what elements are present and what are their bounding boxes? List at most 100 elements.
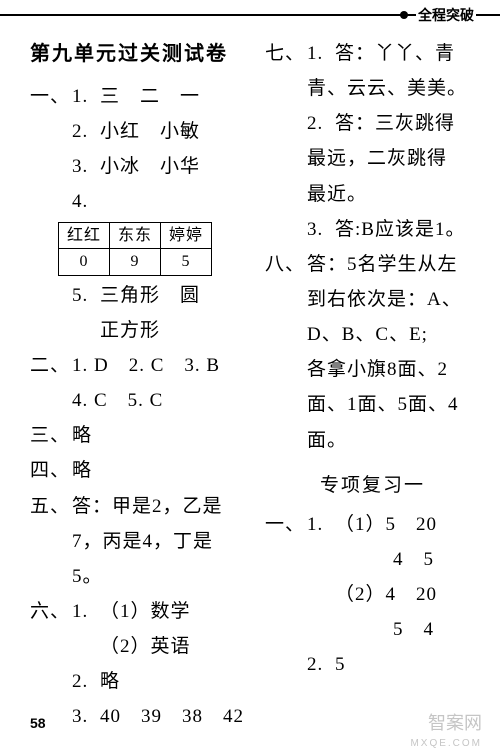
item-text: 5 4 (393, 612, 480, 647)
sec-6-item-3: 3. 40 39 38 42 (30, 699, 255, 734)
item-num: 1. (307, 36, 335, 71)
left-column: 第九单元过关测试卷 一、 1. 三 二 一 2. 小红 小敏 3. 小冰 小华 … (30, 36, 255, 735)
sec-5-label: 五、 (30, 489, 72, 524)
item-text: 4 5 (393, 542, 480, 577)
item-text: 答：丫丫、青 (335, 36, 480, 71)
rev-1-item-1b: 4 5 (265, 542, 480, 577)
header-dot (400, 11, 408, 19)
sec-8-label: 八、 (265, 247, 307, 282)
item-text: （2）英语 (100, 629, 255, 664)
table-cell: 9 (110, 249, 161, 276)
sec-5-line-2: 7，丙是4，丁是 (30, 524, 255, 559)
item-text: 各拿小旗8面、2 (307, 352, 480, 387)
sec-6-item-1a: 六、 1. （1）数学 (30, 594, 255, 629)
item-num: 2. (307, 647, 335, 682)
item-text: 5。 (72, 559, 255, 594)
item-text: 三角形 圆 (100, 278, 255, 313)
item-text: 到右依次是：A、 (307, 282, 480, 317)
sec-4: 四、 略 (30, 453, 255, 488)
item-text: 5 (335, 647, 480, 682)
table-row: 红红 东东 婷婷 (59, 222, 212, 249)
sec-1-item-5b: 正方形 (30, 313, 255, 348)
item-num: 2. (72, 664, 100, 699)
unit-title: 第九单元过关测试卷 (30, 36, 255, 73)
sec-1-item-3: 3. 小冰 小华 (30, 149, 255, 184)
table-cell: 0 (59, 249, 110, 276)
review-title: 专项复习一 (265, 468, 480, 503)
item-num: 1. (307, 507, 335, 542)
sec-7-item-2c: 最近。 (265, 177, 480, 212)
sec-1-label: 一、 (30, 79, 72, 114)
sec-2-label: 二、 (30, 348, 72, 383)
table-cell: 5 (161, 249, 212, 276)
sec-8-line-2: 到右依次是：A、 (265, 282, 480, 317)
item-text: 青、云云、美美。 (307, 71, 480, 106)
score-table: 红红 东东 婷婷 0 9 5 (58, 222, 212, 276)
item-num: 2. (307, 106, 335, 141)
sec-1-item-4: 4. (30, 184, 255, 219)
sec-8-line-4: 各拿小旗8面、2 (265, 352, 480, 387)
sec-1-item-2: 2. 小红 小敏 (30, 114, 255, 149)
item-num: 1. (72, 594, 100, 629)
table-row: 0 9 5 (59, 249, 212, 276)
sec-1-item-5: 5. 三角形 圆 (30, 278, 255, 313)
brand-label: 全程突破 (416, 5, 476, 25)
item-text: （1）数学 (100, 594, 255, 629)
sec-3: 三、 略 (30, 418, 255, 453)
page-number: 58 (30, 715, 46, 731)
rev-1-item-2: 2. 5 (265, 647, 480, 682)
item-text: 最远，二灰跳得 (307, 141, 480, 176)
item-text: 三 二 一 (100, 79, 255, 114)
sec-2-line-1: 二、 1. D 2. C 3. B (30, 348, 255, 383)
item-text: 答：甲是2，乙是 (72, 489, 255, 524)
item-text: D、B、C、E; (307, 317, 480, 352)
item-num: 2. (72, 114, 100, 149)
sec-8-line-5: 面、1面、5面、4 (265, 387, 480, 422)
watermark-text: 智案网 (428, 709, 482, 735)
rev-1-item-1d: 5 4 (265, 612, 480, 647)
sec-8-line-3: D、B、C、E; (265, 317, 480, 352)
table-cell: 东东 (110, 222, 161, 249)
sec-7-item-1a: 七、 1. 答：丫丫、青 (265, 36, 480, 71)
item-text: 面、1面、5面、4 (307, 387, 480, 422)
item-text: 1. D 2. C 3. B (72, 348, 255, 383)
item-num: 3. (72, 149, 100, 184)
item-num: 4. (72, 184, 100, 219)
item-text: 正方形 (100, 313, 255, 348)
sec-5-line-3: 5。 (30, 559, 255, 594)
watermark-url: MXQE.COM (410, 738, 482, 749)
table-cell: 红红 (59, 222, 110, 249)
right-column: 七、 1. 答：丫丫、青 青、云云、美美。 2. 答：三灰跳得 最远，二灰跳得 … (265, 36, 480, 735)
item-text: 答：5名学生从左 (307, 247, 480, 282)
item-text: 略 (72, 418, 255, 453)
sec-1-item-1: 一、 1. 三 二 一 (30, 79, 255, 114)
sec-5-line-1: 五、 答：甲是2，乙是 (30, 489, 255, 524)
sec-7-item-2b: 最远，二灰跳得 (265, 141, 480, 176)
item-num: 3. (72, 699, 100, 734)
sec-6-label: 六、 (30, 594, 72, 629)
item-text: 答:B应该是1。 (335, 212, 480, 247)
sec-7-item-1b: 青、云云、美美。 (265, 71, 480, 106)
item-num: 5. (72, 278, 100, 313)
item-text: 答：三灰跳得 (335, 106, 480, 141)
rev-1-item-1a: 一、 1. （1）5 20 (265, 507, 480, 542)
sec-2-line-2: 4. C 5. C (30, 383, 255, 418)
item-num: 1. (72, 79, 100, 114)
item-text: （1）5 20 (335, 507, 480, 542)
sec-6-item-1b: （2）英语 (30, 629, 255, 664)
sec-8-line-6: 面。 (265, 423, 480, 458)
item-text: 4. C 5. C (72, 383, 255, 418)
sec-7-item-2a: 2. 答：三灰跳得 (265, 106, 480, 141)
item-text: 40 39 38 42 (100, 699, 255, 734)
sec-7-item-3: 3. 答:B应该是1。 (265, 212, 480, 247)
rev-1-item-1c: （2）4 20 (265, 577, 480, 612)
item-num: 3. (307, 212, 335, 247)
rev-1-label: 一、 (265, 507, 307, 542)
item-text: 略 (100, 664, 255, 699)
table-cell: 婷婷 (161, 222, 212, 249)
item-text: 略 (72, 453, 255, 488)
sec-6-item-2: 2. 略 (30, 664, 255, 699)
item-text: 小冰 小华 (100, 149, 255, 184)
sec-3-label: 三、 (30, 418, 72, 453)
sec-8-line-1: 八、 答：5名学生从左 (265, 247, 480, 282)
